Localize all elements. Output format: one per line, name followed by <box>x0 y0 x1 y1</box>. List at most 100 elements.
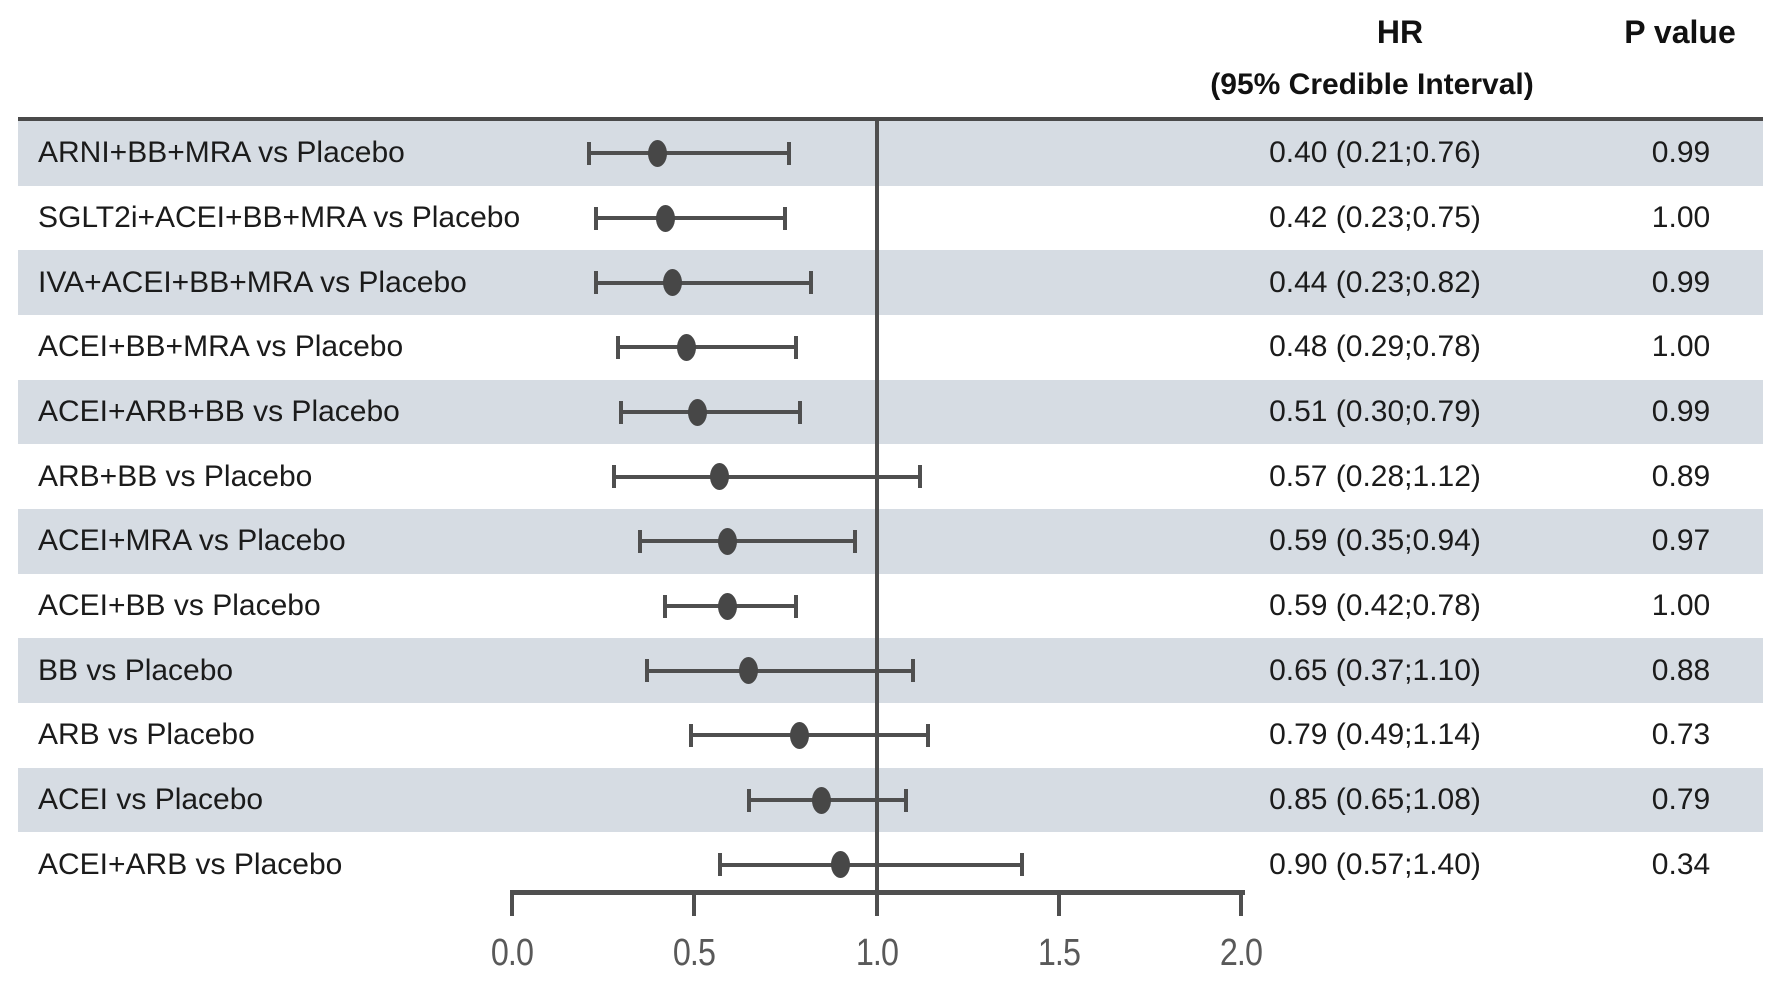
comparison-label: BB vs Placebo <box>38 653 234 687</box>
comparison-label: ACEI+MRA vs Placebo <box>38 524 346 558</box>
forest-row: BB vs Placebo 0.65 (0.37;1.10) 0.88 <box>18 638 1763 704</box>
point-estimate-marker <box>677 333 697 361</box>
comparison-label: SGLT2i+ACEI+BB+MRA vs Placebo <box>38 201 521 234</box>
hr-ci-value: 0.44 (0.23;0.82) <box>1269 265 1481 299</box>
point-estimate-marker <box>710 463 730 491</box>
ci-cap-right <box>910 659 915 683</box>
forest-row: IVA+ACEI+BB+MRA vs Placebo 0.44 (0.23;0.… <box>18 250 1763 316</box>
ci-cap-left <box>593 271 598 295</box>
p-value: 0.79 <box>1651 783 1711 817</box>
forest-row: ACEI+BB vs Placebo 0.59 (0.42;0.78) 1.00 <box>18 573 1763 639</box>
ci-cap-right <box>794 335 799 359</box>
forest-table: ARNI+BB+MRA vs Placebo 0.40 (0.21;0.76) … <box>18 117 1763 898</box>
ci-cap-left <box>663 594 668 618</box>
ci-cap-right <box>852 529 857 553</box>
reference-line-hr-1 <box>874 121 879 897</box>
ci-line <box>639 539 855 544</box>
p-value: 0.97 <box>1651 524 1711 558</box>
point-estimate-marker <box>739 657 759 685</box>
x-axis-tick-label: 1.5 <box>1037 932 1081 974</box>
forest-row: ACEI+MRA vs Placebo 0.59 (0.35;0.94) 0.9… <box>18 509 1763 574</box>
ci-line <box>690 733 928 738</box>
error-bar <box>18 250 1763 315</box>
comparison-label: ARB vs Placebo <box>38 718 255 752</box>
comparison-label: ACEI+BB+MRA vs Placebo <box>38 330 404 364</box>
hr-column-header: HR <box>1376 14 1424 50</box>
hr-ci-value: 0.48 (0.29;0.78) <box>1269 330 1481 364</box>
hr-column-subheader: (95% Credible Interval) <box>1210 68 1534 101</box>
x-axis-tick-label: 2.0 <box>1219 932 1263 974</box>
ci-line <box>595 280 811 285</box>
ci-cap-right <box>925 723 930 747</box>
point-estimate-marker <box>648 139 668 167</box>
x-axis-tick-label: 1.0 <box>855 932 898 974</box>
hr-ci-value: 0.90 (0.57;1.40) <box>1269 847 1481 881</box>
ci-cap-left <box>619 400 624 424</box>
p-value: 0.88 <box>1651 653 1711 687</box>
forest-rows-container: ARNI+BB+MRA vs Placebo 0.40 (0.21;0.76) … <box>18 121 1763 898</box>
ci-cap-left <box>717 853 722 877</box>
ci-cap-right <box>918 465 923 489</box>
ci-line <box>646 668 913 673</box>
x-axis-tick <box>874 890 879 916</box>
forest-row: ARB+BB vs Placebo 0.57 (0.28;1.12) 0.89 <box>18 444 1763 510</box>
ci-cap-left <box>586 141 591 165</box>
p-value: 0.99 <box>1651 395 1711 429</box>
p-value-column-header: P value <box>1624 14 1736 50</box>
error-bar <box>18 380 1763 445</box>
ci-cap-right <box>797 400 802 424</box>
ci-cap-left <box>644 659 649 683</box>
hr-ci-value: 0.40 (0.21;0.76) <box>1269 136 1481 170</box>
x-axis-tick <box>1239 890 1243 916</box>
ci-cap-left <box>612 465 617 489</box>
ci-cap-right <box>903 788 908 812</box>
forest-row: ACEI+BB+MRA vs Placebo 0.48 (0.29;0.78) … <box>18 315 1763 380</box>
ci-cap-right <box>783 206 788 230</box>
error-bar <box>18 186 1763 251</box>
ci-cap-right <box>808 271 813 295</box>
ci-cap-left <box>637 529 642 553</box>
ci-cap-right <box>794 594 799 618</box>
p-value: 0.99 <box>1651 136 1711 170</box>
point-estimate-marker <box>662 269 682 297</box>
error-bar <box>18 509 1763 574</box>
ci-cap-left <box>746 788 751 812</box>
point-estimate-marker <box>717 592 737 620</box>
p-value: 0.99 <box>1651 265 1711 299</box>
forest-row: ACEI vs Placebo 0.85 (0.65;1.08) 0.79 <box>18 767 1763 833</box>
forest-row: ACEI+ARB vs Placebo 0.90 (0.57;1.40) 0.3… <box>18 832 1763 898</box>
ci-line <box>719 862 1023 867</box>
hr-ci-value: 0.79 (0.49;1.14) <box>1269 718 1481 752</box>
ci-cap-left <box>593 206 598 230</box>
ci-cap-right <box>1020 853 1025 877</box>
hr-ci-value: 0.57 (0.28;1.12) <box>1269 459 1481 493</box>
p-value: 1.00 <box>1651 589 1711 623</box>
comparison-label: ARNI+BB+MRA vs Placebo <box>38 136 405 170</box>
point-estimate-marker <box>812 786 832 814</box>
forest-row: ARNI+BB+MRA vs Placebo 0.40 (0.21;0.76) … <box>18 121 1763 186</box>
p-value: 1.00 <box>1651 330 1711 364</box>
p-value: 1.00 <box>1651 201 1711 234</box>
error-bar <box>18 638 1763 703</box>
hr-ci-value: 0.59 (0.42;0.78) <box>1269 589 1481 623</box>
comparison-label: ACEI+ARB vs Placebo <box>38 847 343 881</box>
hr-ci-value: 0.65 (0.37;1.10) <box>1269 653 1481 687</box>
error-bar <box>18 444 1763 509</box>
hr-ci-value: 0.42 (0.23;0.75) <box>1269 201 1481 234</box>
hr-ci-value: 0.59 (0.35;0.94) <box>1269 524 1481 558</box>
p-value: 0.34 <box>1651 847 1711 881</box>
ci-line <box>621 410 800 415</box>
x-axis-tick-label: 0.0 <box>490 932 534 974</box>
forest-row: ARB vs Placebo 0.79 (0.49;1.14) 0.73 <box>18 703 1763 768</box>
ci-cap-right <box>787 141 792 165</box>
ci-line <box>595 216 786 220</box>
ci-line <box>588 151 789 156</box>
point-estimate-marker <box>790 721 810 749</box>
error-bar <box>18 703 1763 768</box>
comparison-label: ACEI+BB vs Placebo <box>38 589 321 623</box>
ci-line <box>614 474 921 479</box>
comparison-label: ARB+BB vs Placebo <box>38 459 313 493</box>
error-bar <box>18 768 1763 833</box>
comparison-label: ACEI vs Placebo <box>38 783 264 817</box>
x-axis-tick <box>692 890 697 916</box>
